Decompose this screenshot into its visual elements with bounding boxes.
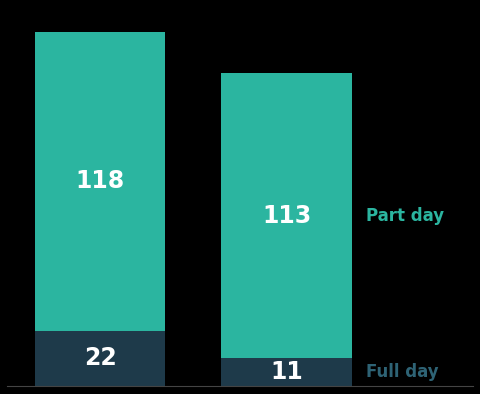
Bar — [221, 72, 352, 359]
Text: 118: 118 — [75, 169, 125, 193]
Text: 11: 11 — [270, 360, 303, 384]
Bar — [221, 359, 352, 386]
Text: Full day: Full day — [366, 363, 438, 381]
Text: 113: 113 — [262, 204, 311, 227]
Bar — [35, 331, 166, 386]
Text: 22: 22 — [84, 346, 117, 370]
Bar — [35, 32, 166, 331]
Text: Part day: Part day — [366, 206, 444, 225]
